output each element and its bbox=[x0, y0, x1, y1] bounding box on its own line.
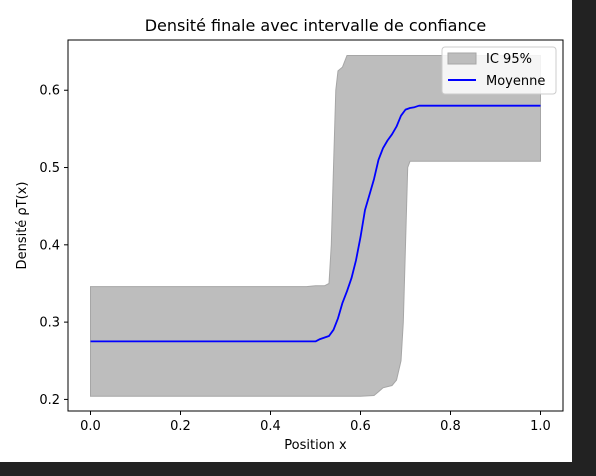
x-tick-label: 0.0 bbox=[80, 419, 101, 434]
chart-title: Densité finale avec intervalle de confia… bbox=[145, 16, 487, 35]
mean-line bbox=[90, 104, 541, 343]
legend-band-swatch bbox=[447, 52, 477, 65]
y-tick-label: 0.3 bbox=[39, 316, 60, 331]
y-axis-label: Densité ρT(x) bbox=[15, 182, 30, 270]
legend: IC 95% Moyenne bbox=[441, 46, 557, 95]
figure: 0.0 0.2 0.4 0.6 0.8 1.0 0.2 0.3 0.4 0.5 0.6 Densi… bbox=[0, 0, 572, 462]
x-tick-label: 1.0 bbox=[530, 419, 551, 434]
x-axis-label: Position x bbox=[284, 438, 347, 453]
plot-area bbox=[90, 55, 541, 397]
y-tick-label: 0.6 bbox=[39, 84, 60, 99]
legend-band-label: IC 95% bbox=[486, 52, 532, 67]
x-axis: 0.0 0.2 0.4 0.6 0.8 1.0 bbox=[80, 411, 551, 434]
x-tick-label: 0.6 bbox=[350, 419, 371, 434]
y-axis: 0.2 0.3 0.4 0.5 0.6 bbox=[39, 84, 68, 408]
x-tick-label: 0.8 bbox=[440, 419, 461, 434]
x-tick-label: 0.2 bbox=[170, 419, 191, 434]
y-tick-label: 0.5 bbox=[39, 161, 60, 176]
x-tick-label: 0.4 bbox=[260, 419, 281, 434]
axes-frame bbox=[67, 39, 564, 412]
confidence-band bbox=[90, 55, 541, 397]
y-tick-label: 0.2 bbox=[39, 393, 60, 408]
legend-mean-label: Moyenne bbox=[486, 74, 545, 89]
chart: 0.0 0.2 0.4 0.6 0.8 1.0 0.2 0.3 0.4 0.5 0.6 Densi… bbox=[15, 16, 564, 453]
y-tick-label: 0.4 bbox=[39, 238, 60, 253]
